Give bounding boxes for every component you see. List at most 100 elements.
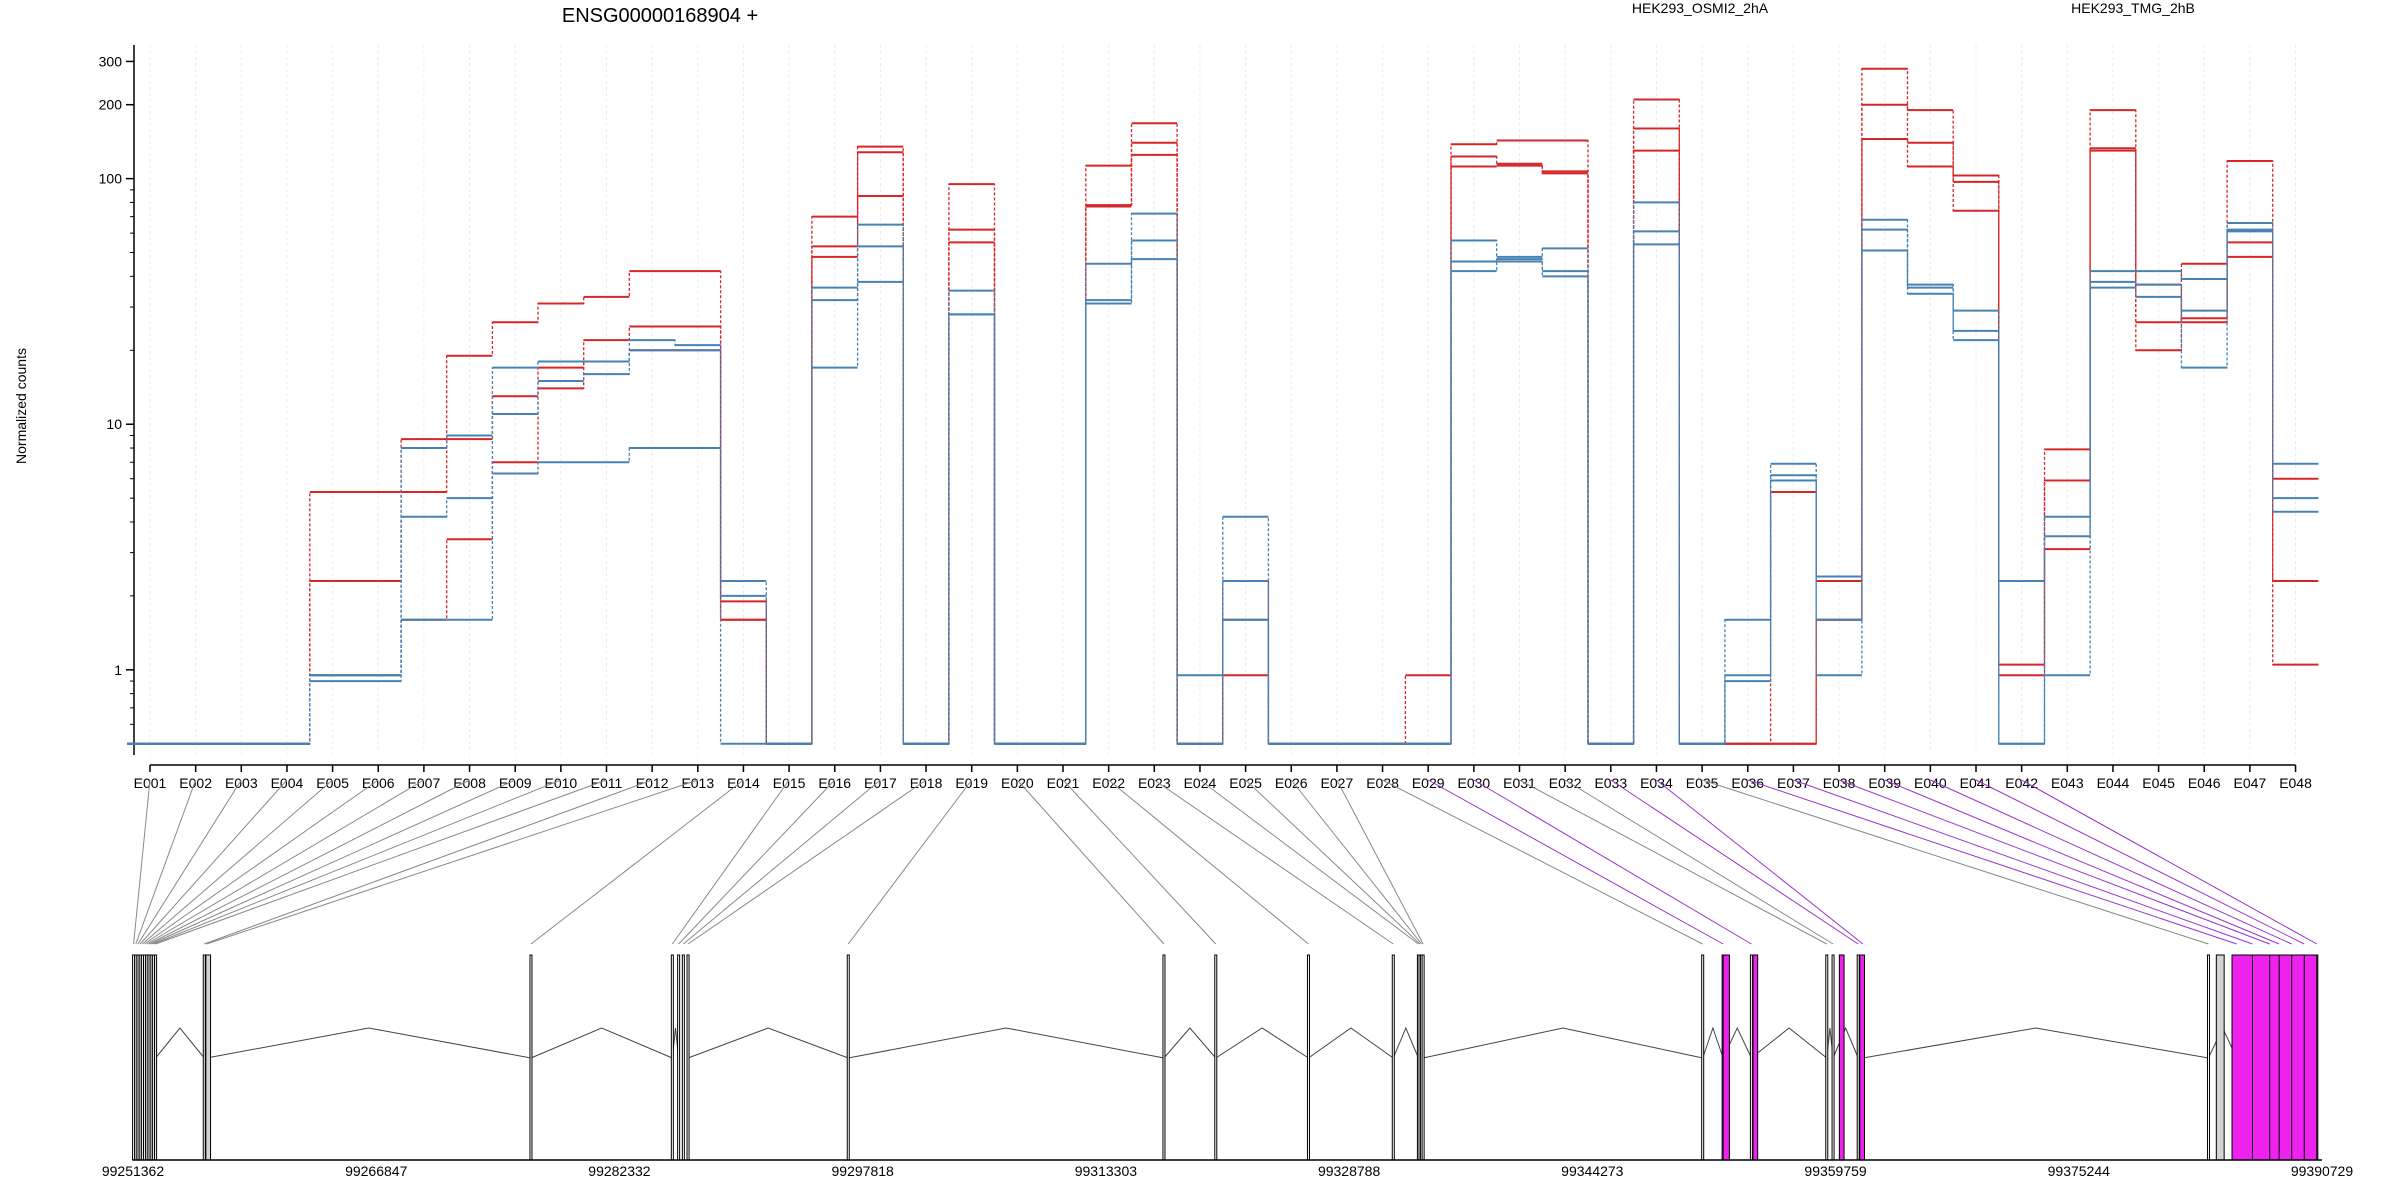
x-tick-label: E045 bbox=[2142, 775, 2175, 791]
genomic-tick-label: 99375244 bbox=[2048, 1163, 2111, 1179]
plot-area bbox=[127, 67, 2319, 745]
x-tick-label: E032 bbox=[1549, 775, 1582, 791]
exon-bar bbox=[202, 954, 206, 1161]
x-tick-label: E014 bbox=[727, 775, 760, 791]
exon-block-highlight bbox=[1752, 954, 1759, 1161]
exon-bar bbox=[1306, 954, 1310, 1161]
exon-bar bbox=[846, 954, 850, 1161]
connector-line bbox=[1245, 779, 1421, 945]
connector-line bbox=[1108, 779, 1309, 945]
genomic-axis: 99251362 99266847 99282332 99297818 99313303… bbox=[102, 1159, 2354, 1179]
exon-bar bbox=[670, 954, 674, 1161]
connector-line bbox=[687, 779, 927, 945]
intron bbox=[1423, 1027, 1703, 1059]
gridlines bbox=[149, 45, 2297, 755]
x-tick-label: E004 bbox=[271, 775, 304, 791]
x-tick-label: E047 bbox=[2234, 775, 2267, 791]
connector-line bbox=[206, 779, 698, 945]
x-tick-label: E031 bbox=[1503, 775, 1536, 791]
x-tick-label: E035 bbox=[1686, 775, 1719, 791]
connector-line bbox=[144, 779, 379, 945]
x-tick-label: E010 bbox=[544, 775, 577, 791]
connector-line bbox=[1656, 779, 1864, 945]
x-tick-label: E002 bbox=[179, 775, 212, 791]
genomic-tick-label: 99390729 bbox=[2291, 1163, 2354, 1179]
connector-line bbox=[133, 779, 151, 945]
x-tick-label: E003 bbox=[225, 775, 258, 791]
y-tick-label: 10 bbox=[106, 416, 122, 432]
x-tick-label: E021 bbox=[1047, 775, 1080, 791]
connector-line bbox=[1519, 779, 1828, 945]
connector-line bbox=[1427, 779, 1724, 945]
exon-bar bbox=[2206, 954, 2210, 1161]
intron bbox=[1163, 1027, 1217, 1059]
genomic-tick-label: 99359759 bbox=[1804, 1163, 1867, 1179]
y-axis: 1 10 100 200 300 bbox=[99, 45, 135, 755]
x-tick-label: E042 bbox=[2005, 775, 2038, 791]
y-tick-label: 1 bbox=[114, 662, 122, 678]
y-tick-label: 100 bbox=[99, 171, 123, 187]
connector-line bbox=[671, 779, 790, 945]
exon-bar bbox=[677, 954, 681, 1161]
exon-bar bbox=[1421, 954, 1425, 1161]
intron bbox=[687, 1027, 849, 1059]
x-tick-label: E029 bbox=[1412, 775, 1445, 791]
x-tick-label: E037 bbox=[1777, 775, 1810, 791]
connector-line bbox=[1336, 779, 1424, 945]
exon-bar bbox=[154, 954, 158, 1161]
intron bbox=[1862, 1027, 2209, 1059]
x-tick-label: E020 bbox=[1001, 775, 1034, 791]
connector-line bbox=[139, 779, 288, 945]
intron bbox=[848, 1027, 1165, 1059]
genomic-tick-label: 99297818 bbox=[832, 1163, 895, 1179]
connector-line bbox=[1930, 779, 2292, 945]
y-axis-label: Normalized counts bbox=[13, 348, 29, 464]
x-tick-label: E011 bbox=[591, 775, 623, 791]
exon-bar bbox=[1162, 954, 1166, 1161]
connector-line bbox=[1747, 779, 2237, 945]
connector-line bbox=[204, 779, 653, 945]
exon-bar bbox=[1749, 954, 1753, 1161]
x-tick-label: E026 bbox=[1275, 775, 1308, 791]
connector-line bbox=[847, 779, 973, 945]
x-tick-label: E016 bbox=[818, 775, 851, 791]
x-tick-label: E009 bbox=[499, 775, 532, 791]
genomic-tick-label: 99344273 bbox=[1561, 1163, 1624, 1179]
x-tick-label: E023 bbox=[1138, 775, 1171, 791]
x-tick-label: E018 bbox=[910, 775, 943, 791]
exon-block-highlight bbox=[1722, 954, 1730, 1161]
connector-line bbox=[678, 779, 836, 945]
x-tick-label: E038 bbox=[1823, 775, 1856, 791]
connector-line bbox=[1838, 779, 2270, 945]
exon-block-highlight bbox=[2231, 954, 2318, 1161]
x-tick-label: E015 bbox=[773, 775, 806, 791]
connector-line bbox=[153, 779, 562, 945]
exon-bar bbox=[686, 954, 690, 1161]
x-tick-label: E039 bbox=[1868, 775, 1901, 791]
connector-line bbox=[1610, 779, 1859, 945]
connector-line bbox=[1975, 779, 2305, 945]
genomic-tick-label: 99328788 bbox=[1318, 1163, 1381, 1179]
connector-line bbox=[1290, 779, 1422, 945]
x-tick-label: E036 bbox=[1731, 775, 1764, 791]
connector-line bbox=[1154, 779, 1394, 945]
connector-line bbox=[1382, 779, 1703, 945]
x-tick-label: E046 bbox=[2188, 775, 2221, 791]
x-tick-label: E017 bbox=[864, 775, 897, 791]
x-tick-label: E030 bbox=[1457, 775, 1490, 791]
exon-block bbox=[2215, 954, 2225, 1161]
exon-block-highlight bbox=[1838, 954, 1845, 1161]
intron bbox=[1832, 1026, 1859, 1059]
exon-connectors bbox=[133, 779, 2318, 945]
x-tick-label: E019 bbox=[955, 775, 988, 791]
exon-bar bbox=[1825, 954, 1829, 1161]
connector-line bbox=[150, 779, 516, 945]
x-tick-label: E043 bbox=[2051, 775, 2084, 791]
connector-line bbox=[2021, 779, 2318, 945]
intron bbox=[206, 1027, 532, 1059]
connector-line bbox=[155, 779, 607, 945]
chart-title: ENSG00000168904 + bbox=[562, 5, 758, 27]
x-axis: E001 E002 E003 E004 E005 E006 E007 E008 E009 E010… bbox=[134, 764, 2312, 791]
x-tick-label: E012 bbox=[636, 775, 669, 791]
